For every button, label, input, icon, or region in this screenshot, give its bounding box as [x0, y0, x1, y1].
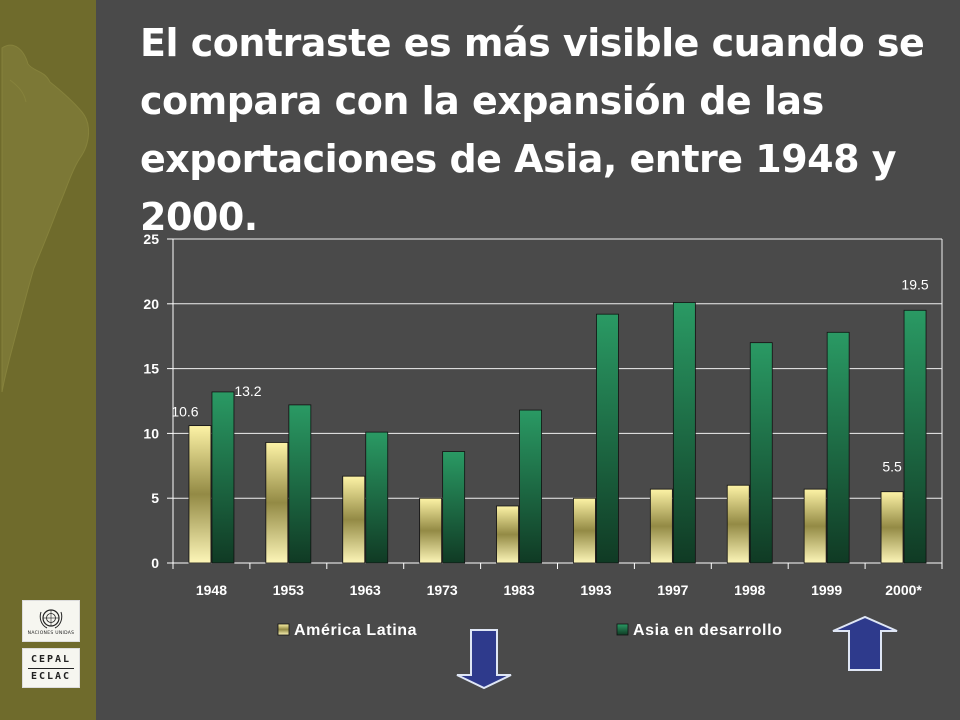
- bar-america-latina-1953: [265, 442, 289, 564]
- legend-label-asia: Asia en desarrollo: [633, 622, 783, 639]
- chart-arrows: [456, 615, 898, 690]
- slide-title: El contraste es más visible cuando se co…: [140, 21, 925, 239]
- chart-grid: [173, 238, 943, 563]
- bar-asia-1953: [288, 404, 312, 564]
- y-tick-label: 0: [151, 555, 159, 571]
- bar-america-latina-2000: [880, 491, 904, 564]
- arrow-down-icon: [456, 629, 512, 690]
- bar-asia-2000: [903, 309, 927, 564]
- y-tick-label: 20: [143, 296, 159, 312]
- logo-divider: [28, 667, 74, 669]
- x-tick-label: 2000*: [885, 582, 922, 598]
- x-tick-label: 1953: [273, 582, 304, 598]
- data-label: 5.5: [882, 459, 902, 475]
- bar-america-latina-1999: [803, 488, 827, 564]
- y-tick-label: 25: [143, 231, 159, 247]
- bar-asia-1999: [826, 331, 850, 564]
- y-tick-label: 15: [143, 361, 159, 377]
- bar-asia-1983: [519, 409, 542, 564]
- bar-america-latina-1973: [419, 497, 443, 564]
- un-logo: NACIONES UNIDAS: [22, 600, 80, 642]
- chart-labels: 0 5 10 15 20 25 1948 1953 1963 1973 1983 1993 1997 19…: [143, 231, 928, 598]
- cepal-eclac-logo: CEPAL ECLAC: [22, 648, 80, 688]
- x-tick-label: 1997: [657, 582, 688, 598]
- bar-asia-1963: [365, 431, 389, 564]
- eclac-logo-text: ECLAC: [30, 670, 72, 682]
- bar-asia-1993: [596, 313, 619, 564]
- y-tick-label: 5: [151, 490, 159, 506]
- legend-label-america-latina: América Latina: [294, 622, 417, 639]
- x-tick-label: 1963: [350, 582, 381, 598]
- bar-america-latina-1997: [649, 488, 673, 564]
- x-tick-label: 1983: [503, 582, 534, 598]
- chart-legend: América Latina Asia en desarrollo: [277, 622, 783, 639]
- x-tick-label: 1948: [196, 582, 227, 598]
- x-tick-label: 1973: [427, 582, 458, 598]
- bar-america-latina-1963: [342, 475, 366, 564]
- data-label: 13.2: [234, 383, 261, 399]
- chart-bars: [188, 302, 927, 564]
- un-logo-text: NACIONES UNIDAS: [27, 631, 75, 636]
- bar-asia-1998: [749, 342, 773, 564]
- bar-asia-1997: [672, 302, 696, 564]
- y-tick-label: 10: [143, 425, 159, 441]
- data-label: 19.5: [901, 276, 928, 292]
- bar-america-latina-1948: [188, 425, 212, 564]
- x-tick-label: 1998: [734, 582, 765, 598]
- bar-america-latina-1983: [496, 505, 519, 564]
- x-tick-label: 1999: [811, 582, 842, 598]
- sidebar: NACIONES UNIDAS CEPAL ECLAC: [0, 0, 96, 720]
- bar-asia-1948: [211, 391, 235, 564]
- un-emblem-icon: [39, 609, 63, 629]
- bar-america-latina-1993: [573, 497, 596, 564]
- arrow-up-icon: [832, 615, 898, 671]
- bar-asia-1973: [442, 451, 466, 564]
- cepal-logo-text: CEPAL: [30, 653, 72, 665]
- x-tick-label: 1993: [580, 582, 611, 598]
- legend-swatch-asia: [616, 623, 629, 636]
- data-label: 10.6: [171, 404, 198, 420]
- bar-america-latina-1998: [726, 484, 750, 564]
- logo-group: NACIONES UNIDAS CEPAL ECLAC: [22, 600, 80, 694]
- legend-swatch-america-latina: [277, 623, 290, 636]
- latin-america-map-icon: [1, 44, 89, 393]
